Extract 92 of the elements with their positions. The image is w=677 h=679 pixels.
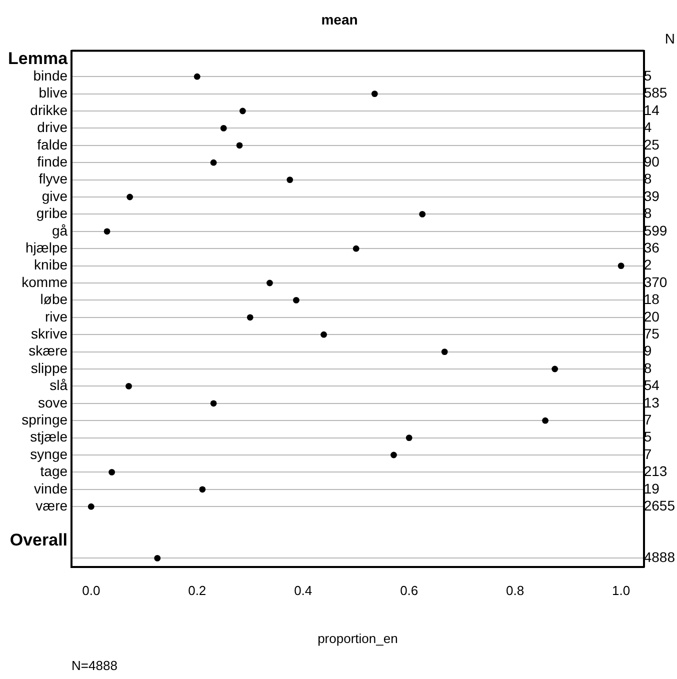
y2-tick-label: 75 (644, 325, 660, 342)
y-tick-label: skære (28, 342, 68, 359)
y2-tick-label: 54 (644, 377, 660, 394)
point (419, 211, 426, 218)
y-tick-label: knibe (34, 256, 68, 273)
point (371, 90, 378, 97)
y-tick-label: hjælpe (25, 239, 68, 256)
x-tick-label: 0.0 (82, 583, 100, 598)
y-tick-label: være (36, 497, 68, 514)
y2-tick-label: 2 (644, 256, 652, 273)
x-axis-title: proportion_en (318, 630, 398, 646)
text: N=4888 (72, 658, 118, 673)
y-tick-label: sove (38, 394, 68, 410)
point (320, 331, 327, 338)
y2-tick-label: 13 (644, 394, 660, 410)
y2-tick-label: 7 (644, 411, 652, 428)
point (104, 228, 110, 235)
y-tick-label: rive (44, 308, 68, 324)
point (126, 383, 132, 390)
y-tick-label: drive (37, 119, 68, 136)
point (293, 297, 300, 304)
point (210, 159, 217, 166)
y2-tick-label: 20 (644, 308, 660, 324)
point (199, 486, 206, 493)
y2-tick-label: 25 (644, 136, 660, 152)
y2-tick-label: 2655 (644, 497, 676, 514)
y-tick-label: springe (22, 411, 68, 428)
point (441, 348, 448, 355)
y-tick-label: blive (38, 84, 68, 101)
y-tick-label: synge (30, 446, 68, 462)
x-tick-label: 0.2 (188, 583, 206, 598)
y-tick-label: gribe (36, 205, 68, 222)
y-tick-label: Overall (10, 530, 68, 550)
y-tick-label: give (42, 188, 68, 204)
point (542, 417, 548, 424)
point (266, 280, 273, 286)
y2-tick-label: 599 (644, 222, 668, 238)
point (239, 108, 246, 114)
y2-axis-title: N (664, 30, 675, 47)
chart-title: mean (321, 11, 358, 28)
point (618, 262, 624, 269)
y2-tick-label: 4888 (644, 549, 676, 566)
y2-tick-label: 585 (644, 84, 668, 101)
y-tick-label: gå (52, 222, 68, 238)
y-tick-label: stjæle (30, 428, 68, 445)
y-tick-label: komme (22, 274, 68, 290)
point (406, 434, 412, 441)
point (286, 176, 294, 183)
y2-tick-label: 5 (644, 67, 652, 84)
x-tick-label: 0.8 (506, 583, 524, 598)
y-tick-label: finde (37, 153, 68, 170)
y-tick-label: flyve (38, 170, 68, 187)
x-tick-label: 0.6 (400, 583, 418, 598)
y2-tick-label: 8 (644, 205, 652, 222)
x-tick-label: 0.4 (294, 583, 312, 598)
y2-tick-label: 370 (644, 274, 668, 290)
y2-tick-label: 213 (644, 463, 668, 480)
point (88, 503, 94, 510)
point (246, 314, 254, 321)
y2-tick-label: 36 (644, 239, 660, 256)
point (390, 452, 397, 458)
point (352, 245, 360, 252)
y2-tick-label: 7 (644, 446, 652, 462)
point (194, 73, 200, 80)
y-tick-label: tage (40, 463, 68, 480)
point (154, 555, 161, 562)
point (126, 194, 134, 200)
point (210, 400, 217, 407)
y2-tick-label: 8 (644, 170, 652, 187)
y-tick-label: drikke (30, 102, 68, 118)
point (220, 125, 227, 132)
y2-tick-label: 4 (644, 119, 652, 136)
y2-tick-label: 14 (644, 102, 660, 118)
y-tick-label: vinde (34, 480, 68, 496)
y-tick-label: slippe (30, 360, 68, 376)
y-tick-label: slå (50, 377, 68, 394)
y2-tick-label: 39 (644, 188, 660, 204)
y2-tick-label: 8 (644, 360, 652, 376)
x-tick-label: 1.0 (612, 583, 630, 598)
y-tick-label: skrive (30, 325, 68, 342)
y2-tick-label: 19 (644, 480, 660, 496)
y-tick-label: Lemma (8, 49, 68, 68)
y-tick-label: løbe (40, 291, 68, 308)
point (236, 142, 243, 149)
y2-tick-label: 9 (644, 342, 652, 359)
y-tick-label: falde (37, 136, 68, 152)
point (552, 366, 558, 372)
point (108, 469, 115, 476)
y2-tick-label: 18 (644, 291, 660, 308)
y2-tick-label: 5 (644, 428, 652, 445)
y2-tick-label: 90 (644, 153, 660, 170)
y-tick-label: binde (33, 67, 68, 84)
